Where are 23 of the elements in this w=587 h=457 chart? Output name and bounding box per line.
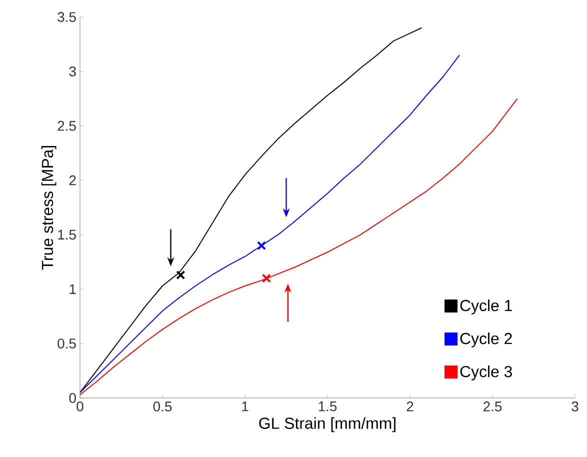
point bbox=[256, 241, 266, 250]
y-tick-label: 2.5 bbox=[58, 120, 76, 131]
y-tick-label: 0.5 bbox=[58, 338, 76, 349]
y-tick-label: 3.5 bbox=[58, 12, 76, 22]
y-tick-label: 3 bbox=[69, 66, 76, 76]
x-tick-label: 0 bbox=[76, 402, 84, 412]
point bbox=[176, 270, 186, 280]
point bbox=[262, 274, 271, 283]
legend-label: Cycle 1 bbox=[460, 299, 512, 314]
x-tick-label: 2 bbox=[406, 402, 414, 412]
x-tick-label: 1.5 bbox=[318, 402, 337, 412]
y-tick-label: 2 bbox=[69, 175, 76, 186]
x-tick-label: 0.5 bbox=[153, 402, 172, 412]
x-axis-title: GL Strain [mm/mm] bbox=[259, 417, 396, 432]
y-tick-label: 1 bbox=[70, 284, 76, 294]
y-tick-label: 1.5 bbox=[58, 230, 76, 240]
legend-label: Cycle 2 bbox=[460, 332, 512, 348]
legend-label: Cycle 3 bbox=[460, 366, 512, 380]
x-tick-label: 3 bbox=[572, 402, 578, 412]
y-axis-title: True stress [MPa] bbox=[41, 146, 56, 270]
y-tick-label: 0 bbox=[69, 393, 76, 403]
x-tick-label: 2.5 bbox=[484, 402, 502, 412]
x-tick-label: 1 bbox=[242, 402, 248, 412]
